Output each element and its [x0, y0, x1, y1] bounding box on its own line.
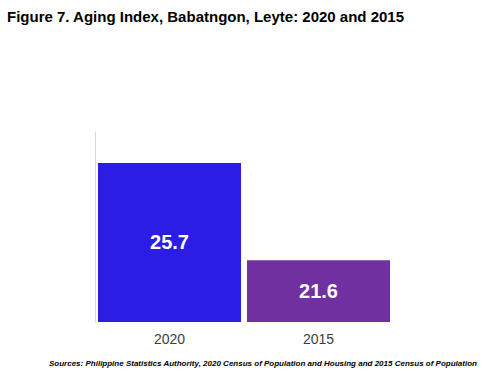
svg-text:21.6: 21.6 — [299, 280, 338, 302]
svg-text:2015: 2015 — [303, 331, 334, 347]
svg-text:2020: 2020 — [154, 331, 185, 347]
svg-text:25.7: 25.7 — [150, 231, 189, 253]
svg-text:Figure 7. Aging Index, Babatng: Figure 7. Aging Index, Babatngon, Leyte:… — [7, 8, 404, 25]
svg-text:Sources: Philippine Statistics: Sources: Philippine Statistics Authority… — [49, 359, 477, 368]
